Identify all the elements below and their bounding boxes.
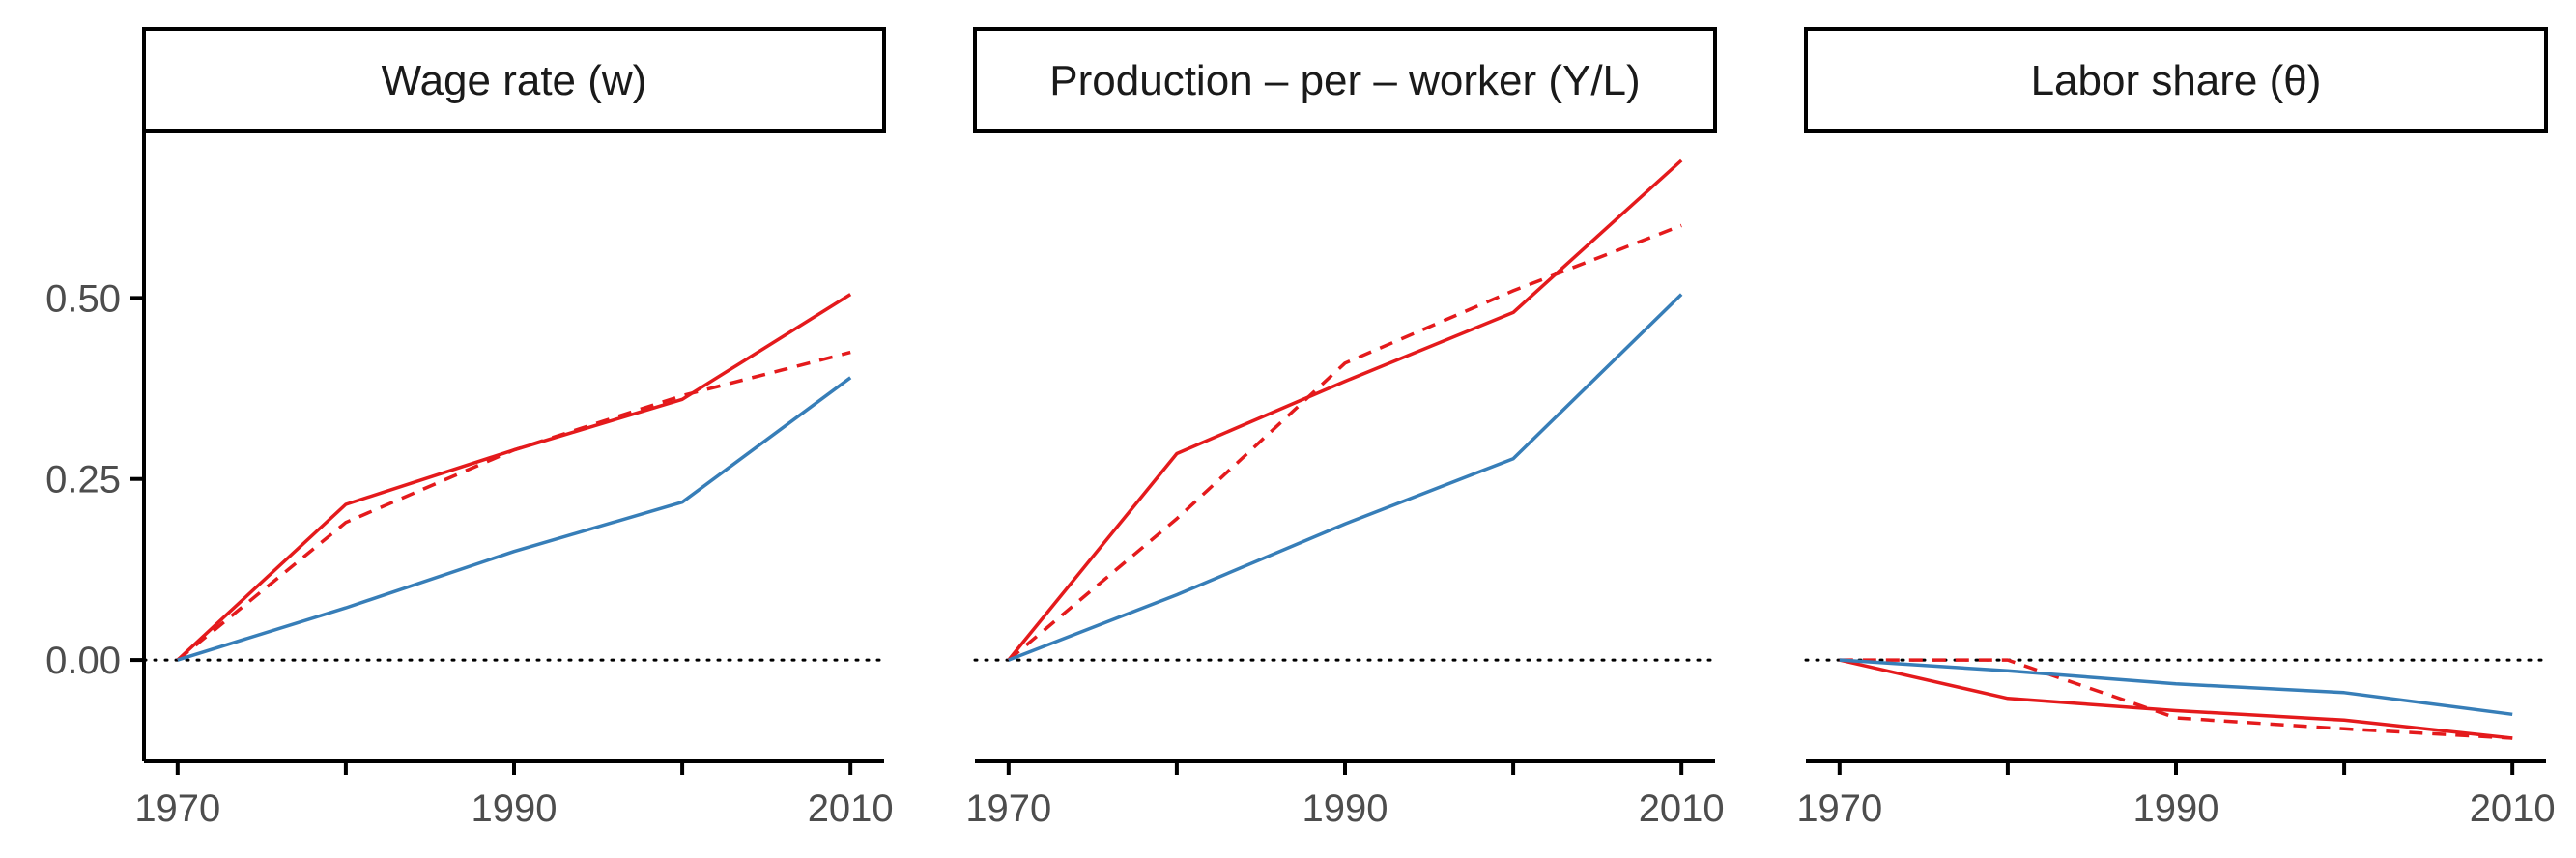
x-tick-label-1990-production-per-worker-y-l: 1990: [1302, 787, 1388, 830]
series-line-red-solid-wage-rate-w: [176, 293, 852, 662]
x-tick-label-2010-production-per-worker-y-l: 2010: [1639, 787, 1725, 830]
strip-title-production-per-worker: Production – per – worker (Y/L): [1049, 57, 1640, 104]
series-line-blue-solid-wage-rate-w: [177, 376, 852, 662]
x-tick-label-1990-wage-rate-w: 1990: [472, 787, 558, 830]
y-tick-label-2: 0.50: [45, 277, 121, 320]
series-line-red-solid-labor-share: [1839, 658, 2513, 740]
panel-production-per-worker: Production – per – worker (Y/L): [973, 27, 1717, 133]
panel-wage-rate: Wage rate (w): [142, 27, 886, 133]
x-tick-label-2010-wage-rate-w: 2010: [808, 787, 894, 830]
y-tick-label-0: 0.00: [45, 640, 121, 682]
strip-box-wage-rate: [142, 27, 886, 133]
chart-marks: 1970 1990 2010 1970 1990 2010 1970 1990 2010 0.00…: [45, 131, 2556, 830]
strip-title-labor-share: Labor share (θ): [2031, 57, 2322, 104]
x-tick-label-1970-labor-share: 1970: [1796, 787, 1882, 830]
series-line-blue-solid-labor-share: [1839, 658, 2513, 717]
panel-labor-share: Labor share (θ): [1804, 27, 2548, 133]
series-line-blue-solid-production-per-worker-y-l: [1008, 293, 1683, 662]
x-tick-label-1990-labor-share: 1990: [2133, 787, 2219, 830]
strip-title-wage-rate: Wage rate (w): [382, 57, 647, 104]
x-tick-label-2010-labor-share: 2010: [2470, 787, 2556, 830]
y-tick-label-1: 0.25: [45, 459, 121, 501]
x-tick-label-1970-production-per-worker-y-l: 1970: [965, 787, 1051, 830]
x-tick-label-1970-wage-rate-w: 1970: [134, 787, 220, 830]
strip-box-labor-share: [1804, 27, 2548, 133]
series-line-red-dashed-wage-rate-w: [176, 350, 851, 662]
series-line-red-dashed-production-per-worker-y-l: [1007, 223, 1682, 662]
series-line-red-solid-production-per-worker-y-l: [1007, 158, 1683, 662]
strip-box-production-per-worker: [973, 27, 1717, 133]
